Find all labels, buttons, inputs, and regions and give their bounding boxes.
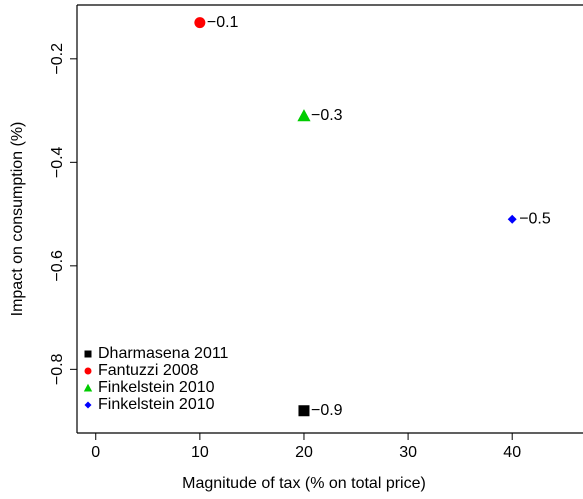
marker (83, 383, 93, 392)
legend-label: Finkelstein 2010 (98, 379, 215, 396)
marker (84, 367, 92, 375)
legend-label: Dharmasena 2011 (98, 345, 229, 362)
x-axis-label: Magnitude of tax (% on total price) (182, 475, 426, 492)
marker (298, 405, 310, 417)
marker (297, 109, 311, 122)
y-tick-label: −0.6 (49, 250, 66, 282)
x-tick-label: 20 (295, 444, 313, 461)
data-label: −0.5 (519, 210, 551, 227)
marker (507, 214, 517, 224)
x-tick-label: 40 (503, 444, 521, 461)
x-tick-label: 0 (91, 444, 100, 461)
data-label: −0.9 (311, 402, 343, 419)
y-axis-label: Impact on consumption (%) (9, 122, 26, 317)
data-label: −0.1 (207, 14, 239, 31)
legend-label: Finkelstein 2010 (98, 396, 215, 413)
marker (84, 401, 92, 409)
x-tick-label: 30 (399, 444, 417, 461)
data-label: −0.3 (311, 107, 343, 124)
y-tick-label: −0.2 (49, 43, 66, 75)
legend-label: Fantuzzi 2008 (98, 362, 199, 379)
marker (194, 17, 206, 29)
y-tick-label: −0.4 (49, 146, 66, 178)
marker (84, 350, 92, 358)
x-tick-label: 10 (191, 444, 209, 461)
y-tick-label: −0.8 (49, 353, 66, 385)
